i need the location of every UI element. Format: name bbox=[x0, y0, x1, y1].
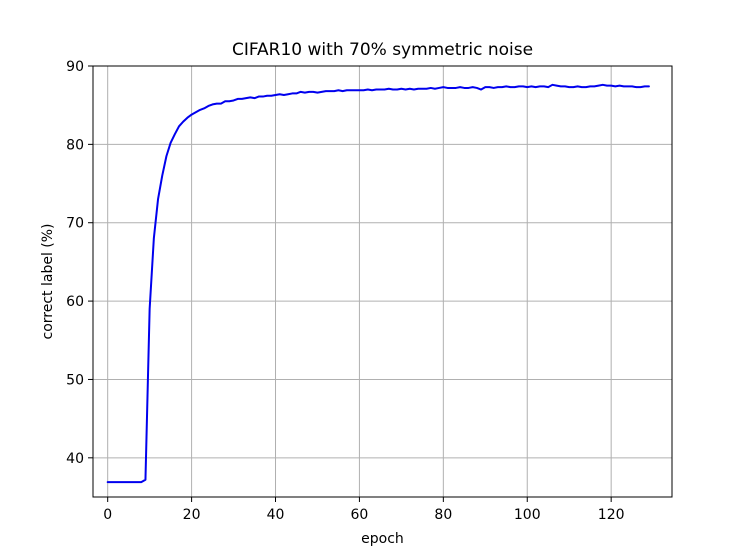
x-tick-label: 80 bbox=[434, 507, 452, 523]
x-axis-label: epoch bbox=[361, 531, 404, 547]
x-tick-label: 40 bbox=[267, 507, 285, 523]
x-tick-label: 120 bbox=[598, 507, 625, 523]
chart-title: CIFAR10 with 70% symmetric noise bbox=[232, 40, 533, 60]
x-tick-label: 0 bbox=[103, 507, 112, 523]
x-tick-label: 100 bbox=[514, 507, 541, 523]
y-tick-label: 60 bbox=[66, 294, 84, 310]
series-line-0 bbox=[106, 83, 650, 484]
tick-marks bbox=[88, 65, 612, 502]
y-tick-label: 70 bbox=[66, 216, 84, 232]
y-tick-label: 90 bbox=[66, 59, 84, 75]
y-tick-label: 50 bbox=[66, 372, 84, 388]
y-axis-label: correct label (%) bbox=[40, 223, 56, 339]
y-tick-label: 40 bbox=[66, 451, 84, 467]
series-group bbox=[106, 83, 650, 484]
y-tick-label: 80 bbox=[66, 137, 84, 153]
x-tick-label: 20 bbox=[183, 507, 201, 523]
x-tick-label: 60 bbox=[351, 507, 369, 523]
axes-frame bbox=[92, 65, 673, 498]
